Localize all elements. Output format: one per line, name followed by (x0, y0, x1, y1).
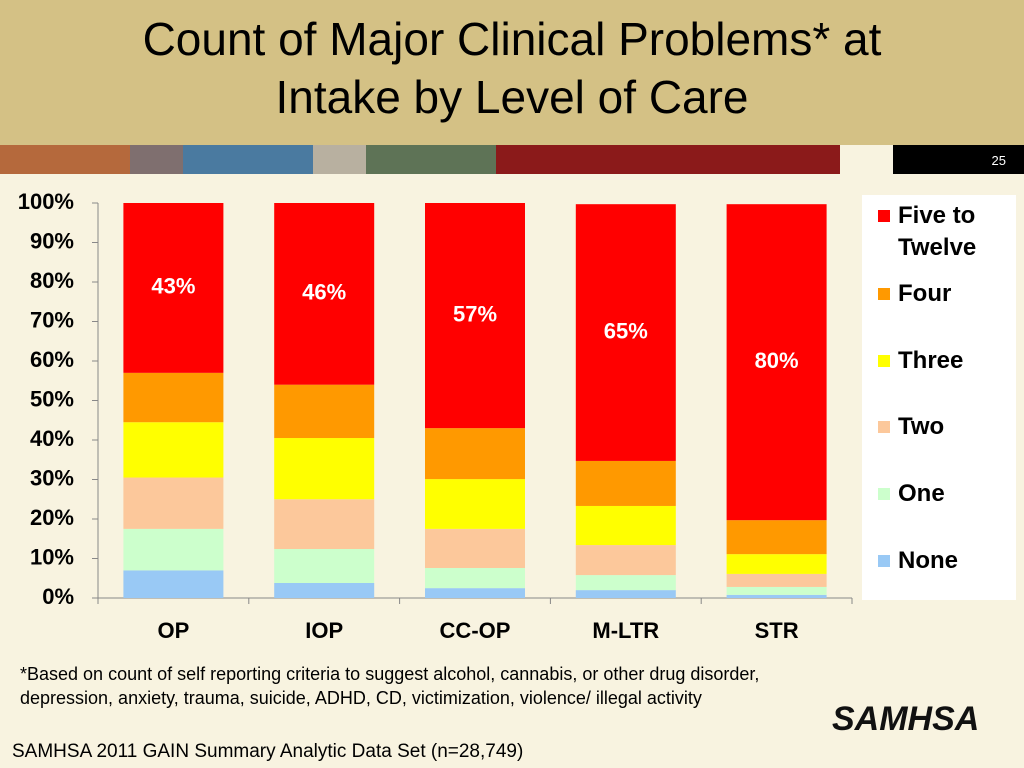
bar-segment (575, 590, 676, 598)
legend-entry: Three (876, 345, 1024, 377)
legend-entry: None (876, 545, 1024, 577)
bar-segment (123, 203, 224, 373)
stripe (840, 145, 893, 174)
stripe (183, 145, 313, 174)
legend: None One Two Three Four Five to Twelve (862, 195, 1016, 600)
y-tick-label: 50% (30, 386, 74, 411)
bar-segment (274, 438, 375, 500)
bar-segment (274, 582, 375, 598)
bar-segment (726, 573, 827, 587)
stripe (496, 145, 840, 174)
legend-label: None (898, 547, 958, 574)
bar-segment (726, 520, 827, 555)
bar-segment (575, 545, 676, 576)
legend-swatch (878, 488, 890, 500)
footnote: *Based on count of self reporting criter… (20, 664, 760, 708)
legend-entry: Four (876, 278, 1024, 310)
bar-segment (425, 479, 525, 529)
legend-swatch (878, 288, 890, 300)
bar-segment (726, 586, 827, 595)
legend-label: Four (898, 280, 952, 307)
y-tick-label: 40% (30, 426, 74, 451)
bar-segment (575, 505, 676, 546)
y-tick-label: 0% (42, 584, 74, 609)
bar-segment (123, 372, 224, 423)
data-label: 80% (755, 348, 799, 373)
bar-segment (123, 422, 224, 478)
legend-entry: One (876, 478, 1024, 510)
bar-segment (726, 554, 827, 574)
bar-segment (123, 528, 224, 571)
data-label: 65% (604, 318, 648, 343)
logo: SAMHSA (832, 700, 980, 738)
legend-label: Two (898, 413, 945, 440)
y-tick-label: 70% (30, 307, 74, 332)
legend-swatch (878, 555, 890, 567)
stripe (130, 145, 183, 174)
x-tick-label: STR (755, 618, 799, 643)
legend-swatch (878, 421, 890, 433)
legend-label: One (898, 480, 945, 507)
legend-label: Five to Twelve (898, 202, 977, 261)
bar-segment (123, 570, 224, 598)
legend-entry: Five to Twelve (876, 200, 1024, 264)
y-tick-label: 20% (30, 505, 74, 530)
y-tick-label: 90% (30, 228, 74, 253)
x-tick-label: OP (158, 618, 190, 643)
y-tick-label: 30% (30, 465, 74, 490)
x-tick-label: IOP (305, 618, 343, 643)
y-tick-label: 60% (30, 347, 74, 372)
y-tick-label: 10% (30, 544, 74, 569)
bar-segment (575, 460, 676, 506)
bar-segment (425, 528, 525, 568)
bar-segment (726, 204, 827, 521)
data-label: 46% (302, 280, 346, 305)
bar-segment (274, 384, 375, 439)
x-tick-label: M-LTR (592, 618, 659, 643)
legend-entry: Two (876, 411, 1024, 443)
bar-segment (123, 477, 224, 529)
data-label: 43% (151, 274, 195, 299)
bar-segment (274, 549, 375, 583)
bar-segment (726, 594, 827, 598)
bar-segment (425, 588, 525, 598)
bar-segment (274, 203, 375, 385)
y-tick-label: 80% (30, 268, 74, 293)
stripe (366, 145, 496, 174)
bar-segment (274, 499, 375, 550)
bar-segment (425, 567, 525, 589)
legend-swatch (878, 355, 890, 367)
bar-segment (575, 575, 676, 591)
legend-swatch (878, 210, 890, 222)
bar-segment (425, 428, 525, 480)
slide-number: 25 (893, 145, 1024, 174)
chart-title: Count of Major Clinical Problems* at Int… (142, 13, 882, 123)
title-band (0, 0, 1024, 145)
source: SAMHSA 2011 GAIN Summary Analytic Data S… (12, 741, 524, 762)
stripe (313, 145, 366, 174)
bar-segment (425, 203, 525, 429)
legend-label: Three (898, 347, 964, 374)
y-tick-label: 100% (18, 189, 74, 214)
x-tick-label: CC-OP (440, 618, 511, 643)
bar-segment (575, 204, 676, 461)
stripe (0, 145, 130, 174)
data-label: 57% (453, 301, 497, 326)
